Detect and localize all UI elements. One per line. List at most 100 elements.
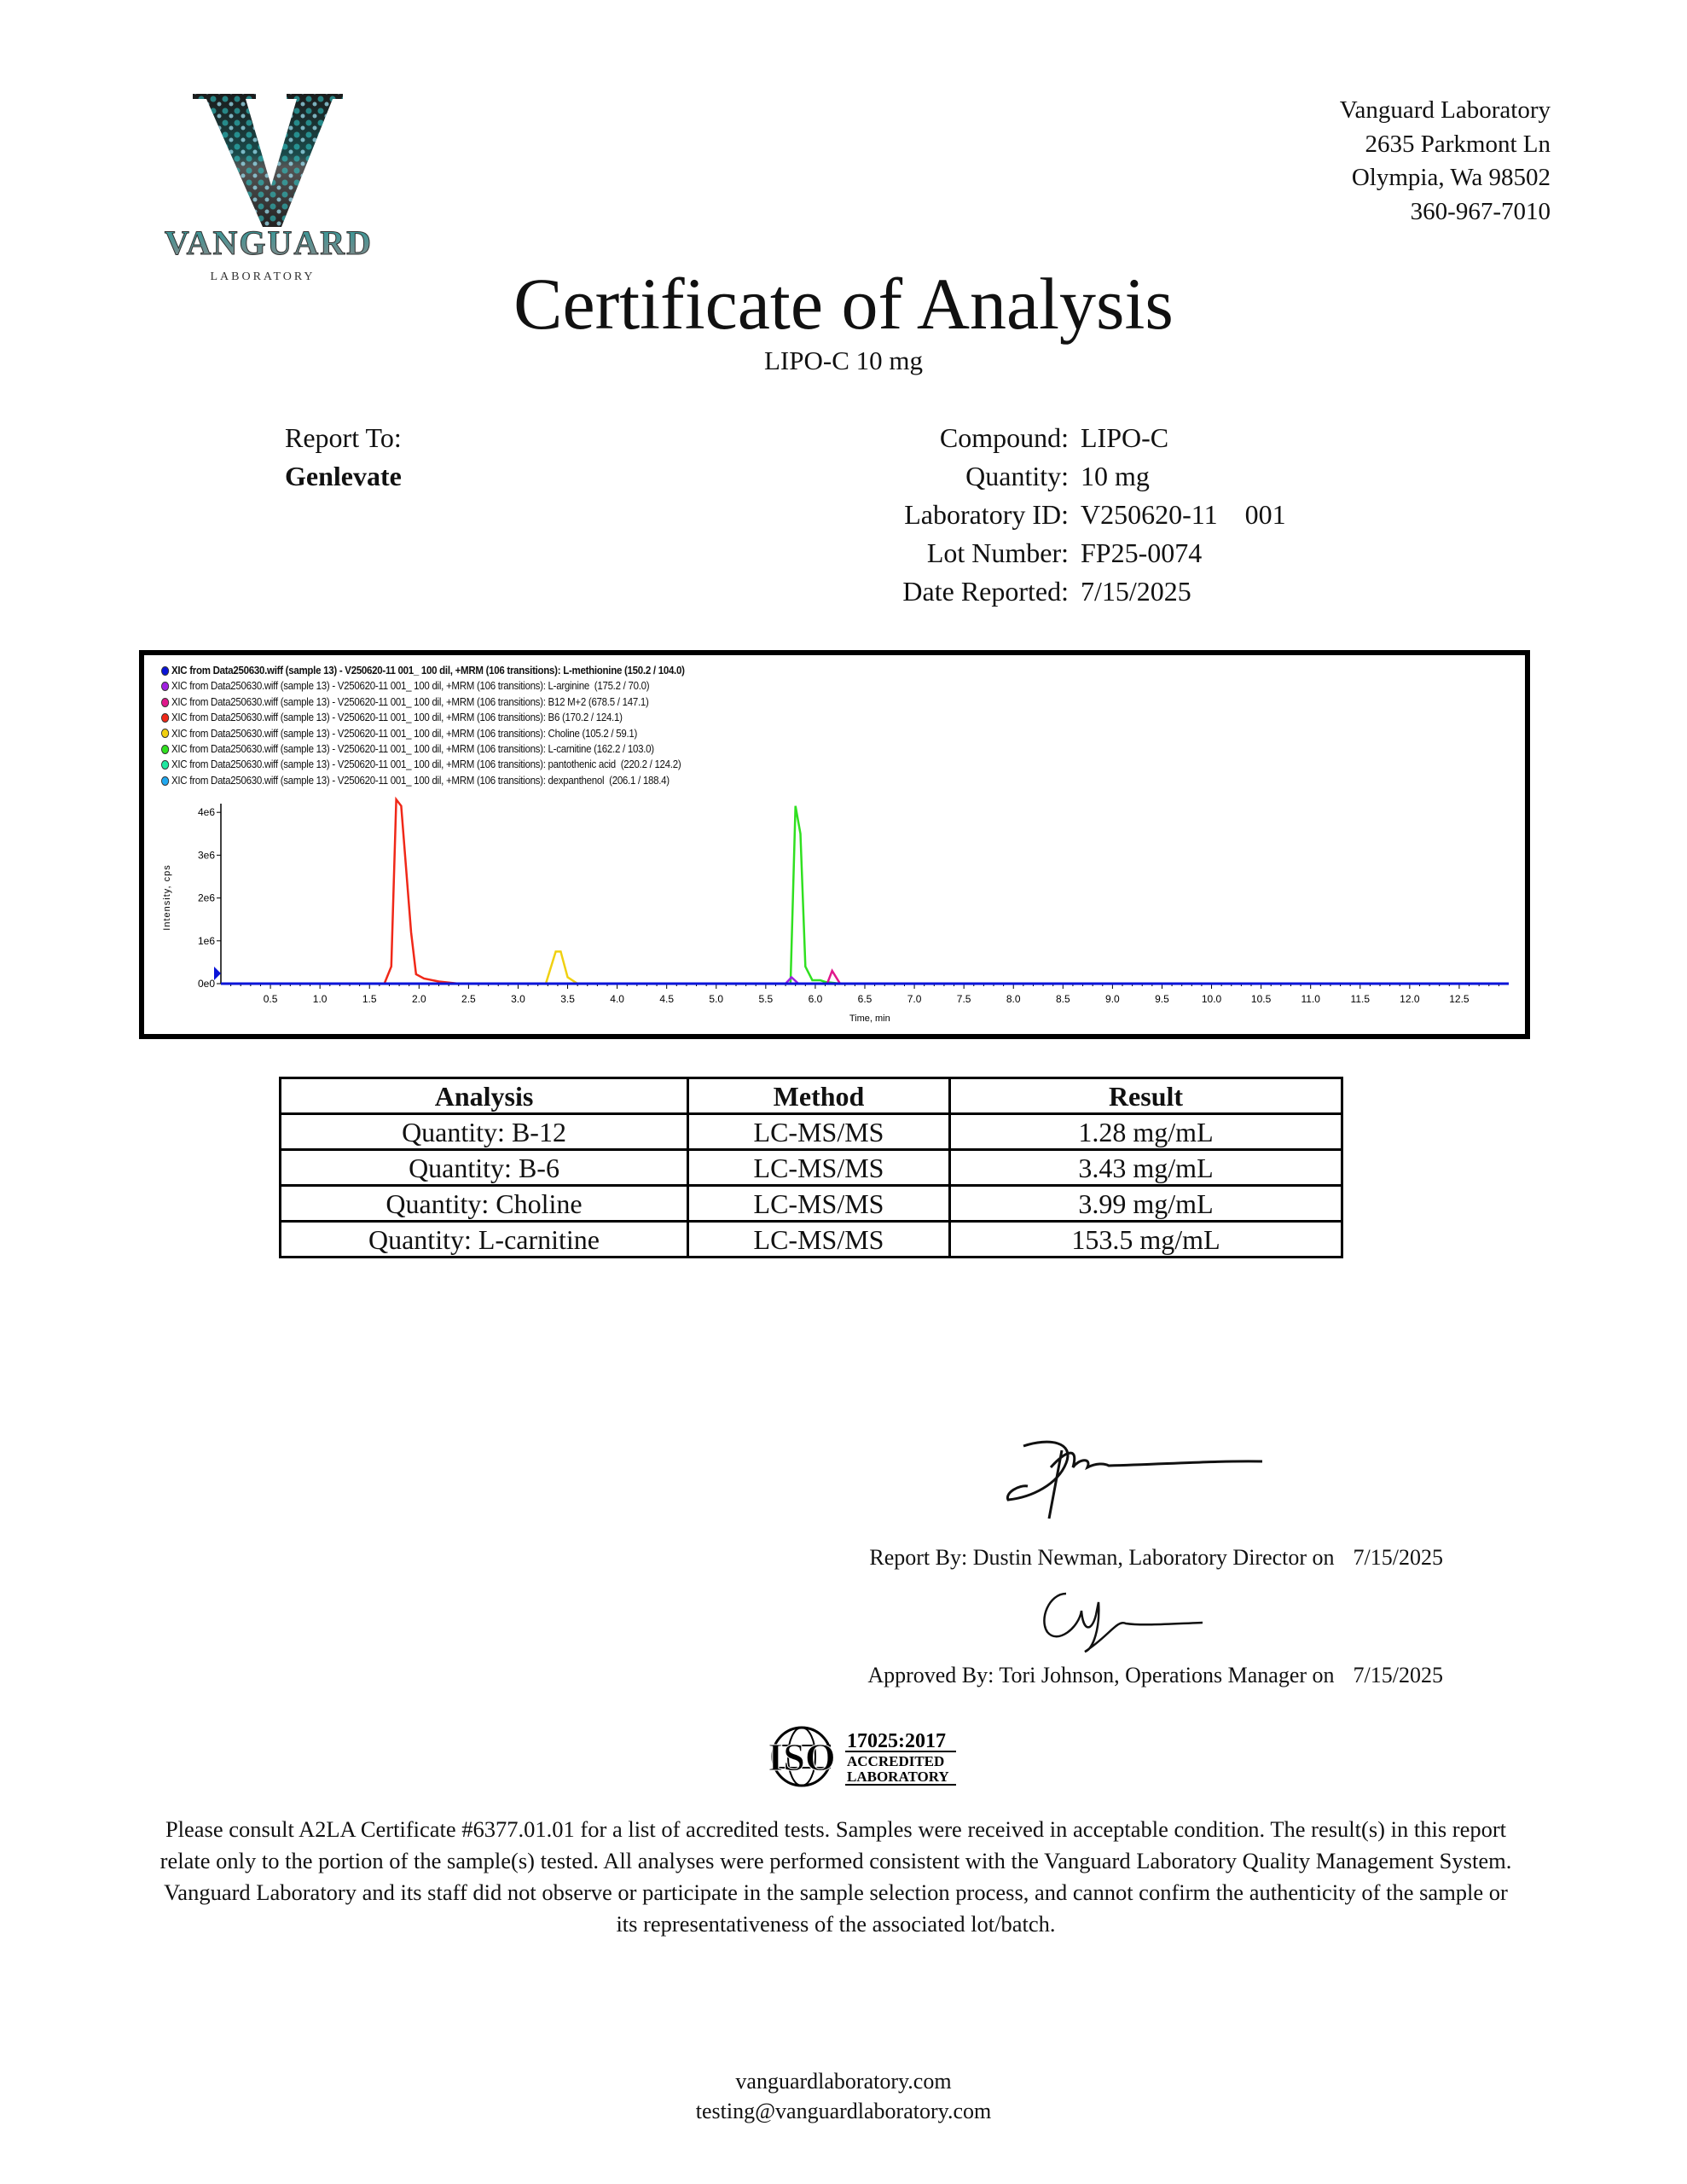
legend-swatch — [161, 665, 170, 676]
approved-by-text: Approved By: Tori Johnson, Operations Ma… — [867, 1663, 1335, 1687]
table-row: Quantity: B-6 LC-MS/MS 3.43 mg/mL — [279, 1148, 1343, 1187]
x-axis-label: Time, min — [849, 1014, 890, 1024]
legend-label: XIC from Data250630.wiff (sample 13) - V… — [171, 774, 670, 787]
report-by-text: Report By: Dustin Newman, Laboratory Dir… — [869, 1545, 1335, 1570]
lab-street: 2635 Parkmont Ln — [1365, 130, 1551, 158]
y-tick-label: 3e6 — [198, 849, 215, 861]
legend-swatch — [161, 760, 170, 770]
info-quantity: Quantity: 10 mg — [965, 461, 1150, 492]
info-laboratory-id: Laboratory ID: V250620-11 001 — [904, 499, 1286, 531]
page-title: Certificate of Analysis — [513, 263, 1174, 345]
table-row: Quantity: Choline LC-MS/MS 3.99 mg/mL — [279, 1184, 1343, 1223]
info-value: LIPO-C — [1081, 422, 1169, 453]
x-tick-label: 9.0 — [1105, 993, 1120, 1005]
x-tick-label: 11.5 — [1351, 993, 1371, 1005]
legend-swatch — [161, 744, 170, 754]
lab-name: Vanguard Laboratory — [1339, 96, 1551, 124]
report-by-line: Report By: Dustin Newman, Laboratory Dir… — [869, 1545, 1443, 1571]
header-result: Result — [948, 1077, 1343, 1115]
x-tick-label: 5.5 — [759, 993, 774, 1005]
chromatogram-frame — [139, 650, 1530, 1039]
x-tick-label: 4.5 — [659, 993, 674, 1005]
x-tick-label: 10.0 — [1202, 993, 1222, 1005]
info-lot-number: Lot Number: FP25-0074 — [927, 537, 1203, 569]
header-analysis: Analysis — [279, 1077, 689, 1115]
svg-text:LABORATORY: LABORATORY — [210, 270, 315, 283]
legend-label: XIC from Data250630.wiff (sample 13) - V… — [171, 743, 654, 756]
legend-item: XIC from Data250630.wiff (sample 13) - V… — [161, 710, 685, 725]
x-tick-label: 9.5 — [1155, 993, 1169, 1005]
cell-analysis: Quantity: Choline — [279, 1184, 689, 1223]
x-tick-label: 12.5 — [1449, 993, 1470, 1005]
cell-analysis: Quantity: B-6 — [279, 1148, 689, 1187]
info-value: 10 mg — [1081, 461, 1150, 491]
report-date: 7/15/2025 — [1353, 1545, 1443, 1570]
page-subtitle: LIPO-C 10 mg — [764, 346, 923, 375]
lab-address: Vanguard Laboratory 2635 Parkmont Ln Oly… — [1340, 94, 1551, 229]
table-row: Quantity: L-carnitine LC-MS/MS 153.5 mg/mL — [279, 1220, 1343, 1258]
x-tick-label: 7.0 — [907, 993, 922, 1005]
cell-analysis: Quantity: B-12 — [279, 1112, 689, 1151]
info-value: FP25-0074 — [1081, 537, 1203, 568]
disclaimer-text: Please consult A2LA Certificate #6377.01… — [159, 1816, 1512, 1937]
legend-label: XIC from Data250630.wiff (sample 13) - V… — [171, 680, 650, 693]
info-date-reported: Date Reported: 7/15/2025 — [902, 576, 1191, 607]
x-tick-label: 8.0 — [1006, 993, 1021, 1005]
svg-text:LABORATORY: LABORATORY — [847, 1769, 949, 1785]
info-value: V250620-11 001 — [1081, 499, 1286, 530]
iso-accreditation-badge: ISO 17025:2017 ACCREDITED LABORATORY — [768, 1726, 956, 1787]
manager-signature — [1043, 1592, 1203, 1653]
legend-item: XIC from Data250630.wiff (sample 13) - V… — [161, 741, 685, 757]
legend-item: XIC from Data250630.wiff (sample 13) - V… — [161, 773, 685, 788]
info-label: Laboratory ID: — [904, 499, 1069, 530]
x-tick-label: 2.0 — [412, 993, 426, 1005]
legend-item: XIC from Data250630.wiff (sample 13) - V… — [161, 678, 685, 694]
legend-label: XIC from Data250630.wiff (sample 13) - V… — [171, 695, 649, 708]
table-header-row: Analysis Method Result — [279, 1077, 1343, 1115]
cell-method: LC-MS/MS — [687, 1220, 951, 1258]
footer-website[interactable]: vanguardlaboratory.com — [735, 2069, 952, 2094]
x-tick-label: 4.0 — [610, 993, 624, 1005]
legend-label: XIC from Data250630.wiff (sample 13) - V… — [171, 712, 623, 724]
approved-by-line: Approved By: Tori Johnson, Operations Ma… — [867, 1663, 1443, 1688]
cell-result: 3.99 mg/mL — [948, 1184, 1343, 1223]
x-tick-label: 6.5 — [858, 993, 872, 1005]
report-to-label: Report To: — [285, 422, 402, 453]
x-tick-label: 12.0 — [1400, 993, 1420, 1005]
legend-swatch — [161, 775, 170, 786]
info-label: Quantity: — [965, 461, 1069, 491]
info-value: 7/15/2025 — [1081, 576, 1191, 607]
client-name: Genlevate — [285, 461, 402, 491]
legend-label: XIC from Data250630.wiff (sample 13) - V… — [171, 665, 685, 677]
info-compound: Compound: LIPO-C — [940, 422, 1169, 454]
x-tick-label: 3.5 — [560, 993, 575, 1005]
table-row: Quantity: B-12 LC-MS/MS 1.28 mg/mL — [279, 1112, 1343, 1151]
legend-item: XIC from Data250630.wiff (sample 13) - V… — [161, 694, 685, 710]
info-label: Date Reported: — [902, 576, 1069, 607]
x-tick-label: 7.5 — [957, 993, 971, 1005]
x-tick-label: 1.5 — [362, 993, 377, 1005]
header-method: Method — [687, 1077, 951, 1115]
x-tick-label: 5.0 — [709, 993, 723, 1005]
footer-email[interactable]: testing@vanguardlaboratory.com — [695, 2099, 992, 2123]
y-tick-label: 1e6 — [198, 935, 215, 947]
info-label: Lot Number: — [926, 537, 1069, 568]
svg-text:ACCREDITED: ACCREDITED — [847, 1753, 944, 1769]
x-tick-label: 10.5 — [1251, 993, 1272, 1005]
y-tick-label: 0e0 — [198, 978, 215, 990]
x-tick-label: 1.0 — [313, 993, 328, 1005]
cell-result: 153.5 mg/mL — [948, 1220, 1343, 1258]
cell-method: LC-MS/MS — [687, 1112, 951, 1151]
legend-label: XIC from Data250630.wiff (sample 13) - V… — [171, 727, 638, 740]
chart-legend: XIC from Data250630.wiff (sample 13) - V… — [161, 663, 685, 788]
director-signature — [1006, 1440, 1263, 1519]
vanguard-logo: VANGUARD LABORATORY — [164, 94, 372, 283]
legend-swatch — [161, 682, 170, 692]
legend-label: XIC from Data250630.wiff (sample 13) - V… — [171, 758, 681, 771]
chromatogram-chart: 0.5 1.0 1.5 2.0 2.5 3.0 3.5 4.0 4.5 5.0 5.5 6.0 6.5 7… — [162, 796, 1509, 1024]
legend-item: XIC from Data250630.wiff (sample 13) - V… — [161, 663, 685, 678]
x-tick-label: 3.0 — [511, 993, 525, 1005]
results-table: Analysis Method Result Quantity: B-12 LC-… — [279, 1077, 1343, 1258]
legend-item: XIC from Data250630.wiff (sample 13) - V… — [161, 757, 685, 772]
cell-result: 3.43 mg/mL — [948, 1148, 1343, 1187]
